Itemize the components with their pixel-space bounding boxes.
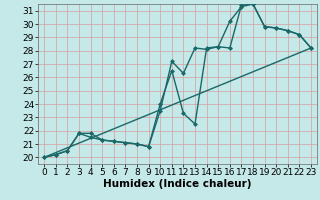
X-axis label: Humidex (Indice chaleur): Humidex (Indice chaleur) (103, 179, 252, 189)
